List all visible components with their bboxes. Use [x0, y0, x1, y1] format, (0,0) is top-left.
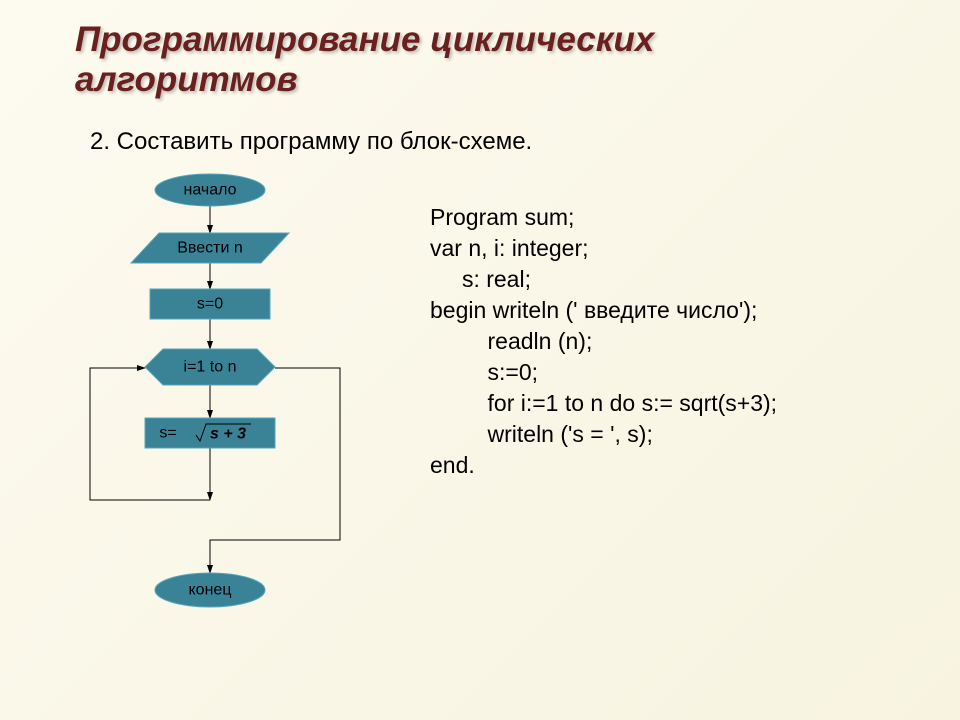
- flowchart-diagram: начало Ввести n s=0 i=1 to n s= s + 3 конец: [75, 170, 405, 650]
- slide-subtitle: 2. Составить программу по блок-схеме.: [90, 128, 532, 156]
- flow-node-loop: i=1 to n: [145, 349, 275, 385]
- flow-node-calc: s= s + 3: [145, 418, 275, 448]
- flow-node-input: Ввести n: [131, 233, 289, 263]
- svg-text:i=1 to n: i=1 to n: [184, 359, 237, 376]
- title-line-2: алгоритмов: [75, 60, 298, 99]
- title-line-1: Программирование циклических: [75, 20, 654, 59]
- svg-text:конец: конец: [189, 582, 232, 599]
- flow-node-start: начало: [155, 174, 265, 206]
- code-listing: Program sum; var n, i: integer; s: real;…: [430, 202, 777, 481]
- svg-text:Ввести n: Ввести n: [177, 240, 243, 257]
- slide-title: Программирование циклических алгоритмов: [75, 20, 654, 101]
- svg-text:s=: s=: [159, 425, 176, 442]
- svg-text:начало: начало: [183, 182, 236, 199]
- flow-node-init: s=0: [150, 289, 270, 319]
- svg-text:s=0: s=0: [197, 296, 223, 313]
- svg-text:s + 3: s + 3: [210, 426, 246, 443]
- flow-node-end: конец: [155, 573, 265, 607]
